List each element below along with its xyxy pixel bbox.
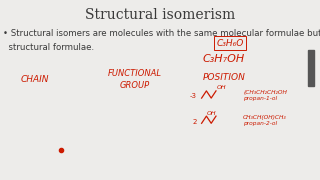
Text: OH: OH (206, 111, 216, 116)
Text: propan-1-ol: propan-1-ol (243, 96, 277, 101)
Text: CH₃CH(OH)CH₃: CH₃CH(OH)CH₃ (243, 115, 287, 120)
Text: propan-2-ol: propan-2-ol (243, 121, 277, 126)
Text: FUNCTIONAL
GROUP: FUNCTIONAL GROUP (108, 69, 161, 90)
Text: • Structural isomers are molecules with the same molecular formulae but differen: • Structural isomers are molecules with … (3, 29, 320, 38)
Text: POSITION: POSITION (203, 73, 246, 82)
Text: C₃H₇OH: C₃H₇OH (203, 54, 245, 64)
Text: -3: -3 (190, 93, 197, 99)
Text: Structural isomerism: Structural isomerism (85, 8, 235, 22)
Bar (308, 50, 314, 86)
Text: (CH₃CH₂CH₂OH: (CH₃CH₂CH₂OH (243, 90, 287, 95)
Text: CHAIN: CHAIN (21, 75, 50, 84)
Text: 2: 2 (192, 118, 197, 125)
Text: OH: OH (216, 85, 226, 90)
Text: C₃H₆O: C₃H₆O (217, 39, 244, 48)
Text: structural formulae.: structural formulae. (3, 43, 94, 52)
